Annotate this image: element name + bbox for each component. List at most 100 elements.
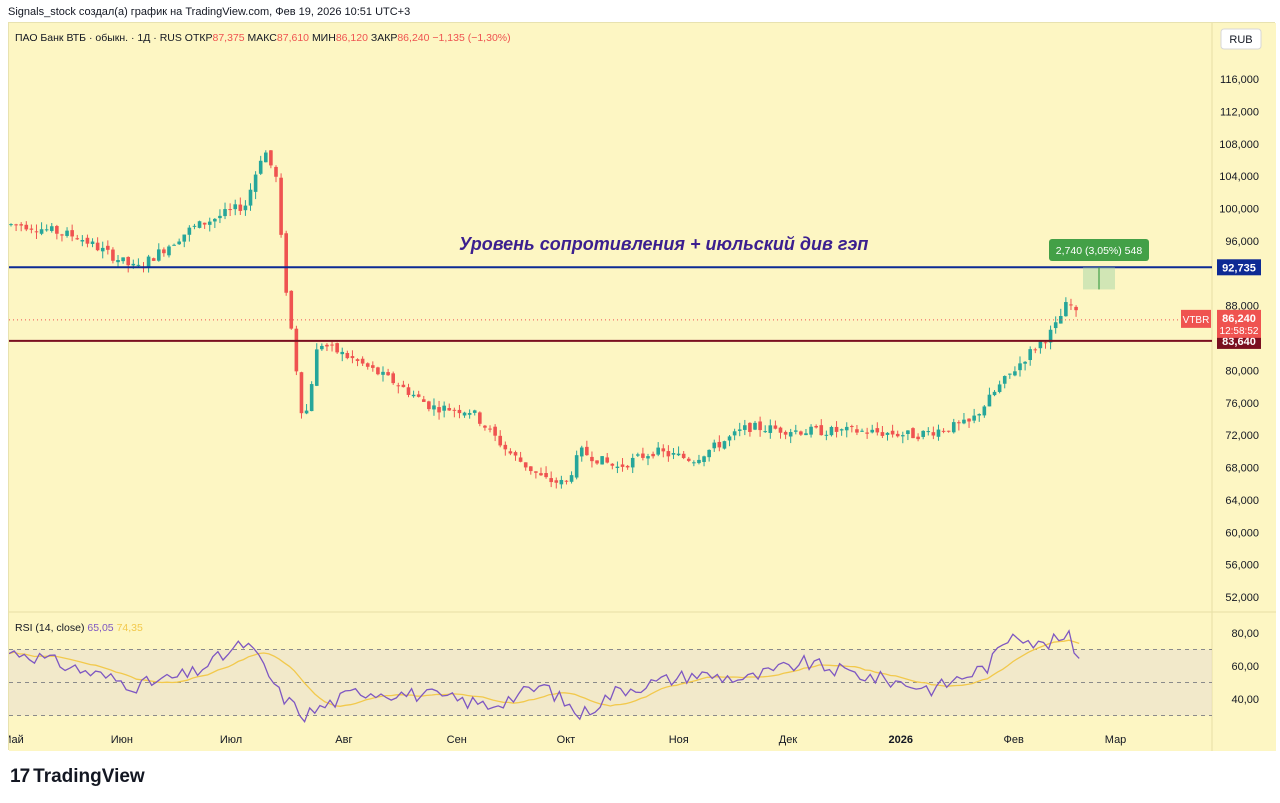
measure-label: 2,740 (3,05%) 548 bbox=[1056, 245, 1143, 257]
candle-body bbox=[116, 260, 120, 263]
currency-button[interactable] bbox=[1220, 28, 1262, 50]
candle-body bbox=[870, 429, 875, 433]
chart-credit: Signals_stock создал(а) график на Tradin… bbox=[8, 6, 411, 18]
candle-body bbox=[992, 391, 997, 396]
candle-body bbox=[289, 290, 294, 329]
candle-body bbox=[274, 166, 278, 177]
tradingview-mark-icon: 17 bbox=[10, 766, 30, 787]
candle-body bbox=[325, 344, 329, 347]
legend-low-label: МИН bbox=[312, 32, 336, 44]
candle-body bbox=[549, 478, 553, 483]
candle-body bbox=[656, 447, 660, 455]
candle-body bbox=[1048, 329, 1053, 343]
candle-body bbox=[926, 431, 931, 433]
resistance-annotation[interactable]: Уровень сопротивления + июльский див гэп bbox=[459, 234, 868, 254]
candle-body bbox=[911, 428, 915, 439]
candle-body bbox=[1033, 349, 1038, 351]
candle-body bbox=[783, 431, 788, 435]
candle-body bbox=[610, 463, 615, 466]
candle-body bbox=[906, 430, 910, 434]
legend-symbol: ПАО Банк ВТБ · обыкн. · 1Д · RUS bbox=[15, 32, 185, 44]
candle-body bbox=[55, 226, 59, 234]
candle-body bbox=[60, 234, 64, 236]
candle-body bbox=[758, 421, 762, 431]
candle-body bbox=[681, 453, 686, 459]
price-axis-tick: 72,000 bbox=[1225, 430, 1259, 442]
candle-body bbox=[503, 444, 508, 450]
time-axis-label: Ноя bbox=[669, 734, 689, 746]
candle-body bbox=[615, 466, 620, 469]
candle-body bbox=[238, 204, 243, 211]
price-axis-tick: 100,000 bbox=[1219, 204, 1259, 216]
candle-body bbox=[809, 426, 813, 435]
time-axis-label: Дек bbox=[779, 734, 798, 746]
candle-body bbox=[365, 363, 370, 367]
candle-body bbox=[957, 422, 961, 424]
candle-body bbox=[544, 473, 548, 478]
tradingview-logo: 17 TradingView bbox=[10, 766, 145, 788]
candle-body bbox=[493, 426, 497, 436]
candle-body bbox=[472, 410, 477, 413]
candle-body bbox=[452, 409, 457, 411]
measure-label-box bbox=[1049, 239, 1149, 261]
candle-body bbox=[416, 394, 421, 397]
candle-body bbox=[269, 150, 273, 166]
level-price-tag bbox=[1217, 259, 1261, 276]
candle-body bbox=[666, 451, 671, 457]
candle-body bbox=[890, 430, 895, 435]
candle-body bbox=[600, 456, 604, 465]
candle-body bbox=[885, 432, 890, 435]
candle-body bbox=[467, 413, 472, 415]
candle-body bbox=[111, 249, 115, 261]
candle-body bbox=[569, 475, 574, 482]
candle-body bbox=[136, 264, 141, 266]
last-price-tag bbox=[1217, 309, 1261, 338]
rsi-legend-ma-value: 74,35 bbox=[117, 622, 143, 634]
candle-body bbox=[309, 384, 314, 412]
candle-body bbox=[814, 425, 818, 428]
level-price-label: 83,640 bbox=[1222, 336, 1256, 348]
candle-body bbox=[90, 241, 95, 244]
candle-body bbox=[895, 433, 900, 437]
price-axis-tick: 96,000 bbox=[1225, 236, 1259, 248]
brand-name: TradingView bbox=[33, 766, 145, 787]
candle-body bbox=[972, 415, 976, 421]
price-axis-tick: 88,000 bbox=[1225, 301, 1259, 313]
rsi-line bbox=[9, 629, 1080, 723]
candle-body bbox=[371, 365, 375, 368]
candle-body bbox=[106, 245, 110, 250]
candle-body bbox=[457, 409, 462, 414]
candle-body bbox=[773, 425, 778, 429]
candle-body bbox=[14, 224, 18, 226]
candle-body bbox=[799, 431, 803, 435]
candle-body bbox=[748, 422, 752, 432]
time-axis-label: Мар bbox=[1105, 734, 1127, 746]
legend-close-value: 86,240 bbox=[397, 32, 432, 44]
candle-body bbox=[1043, 342, 1048, 344]
candle-body bbox=[24, 224, 29, 230]
candle-body bbox=[1069, 304, 1073, 306]
candle-body bbox=[824, 434, 829, 436]
currency-label[interactable]: RUB bbox=[1229, 34, 1252, 46]
candle-body bbox=[702, 456, 706, 462]
candle-body bbox=[462, 412, 467, 416]
chart-area[interactable]: 116,000 112,000 108,000 104,000 100,000 96,00… bbox=[8, 22, 1276, 751]
candle-body bbox=[350, 356, 355, 359]
price-chart[interactable]: 116,000 112,000 108,000 104,000 100,000 96,00… bbox=[9, 23, 1276, 751]
candle-body bbox=[1028, 349, 1032, 361]
candle-body bbox=[630, 457, 635, 468]
rsi-axis-tick: 60,00 bbox=[1231, 661, 1259, 673]
candle-body bbox=[697, 459, 701, 464]
candle-body bbox=[345, 353, 350, 359]
candle-body bbox=[844, 426, 849, 431]
candle-body bbox=[406, 387, 411, 395]
candle-body bbox=[518, 457, 523, 462]
candle-body bbox=[692, 462, 696, 464]
candle-body bbox=[391, 373, 395, 384]
rsi-legend-label: RSI (14, close) bbox=[15, 622, 87, 634]
candle-body bbox=[508, 451, 513, 454]
rsi-legend: RSI (14, close) 65,05 74,35 bbox=[15, 622, 143, 634]
candle-body bbox=[605, 457, 610, 463]
level-price-label: 92,735 bbox=[1222, 262, 1256, 274]
candle-body bbox=[554, 480, 559, 483]
